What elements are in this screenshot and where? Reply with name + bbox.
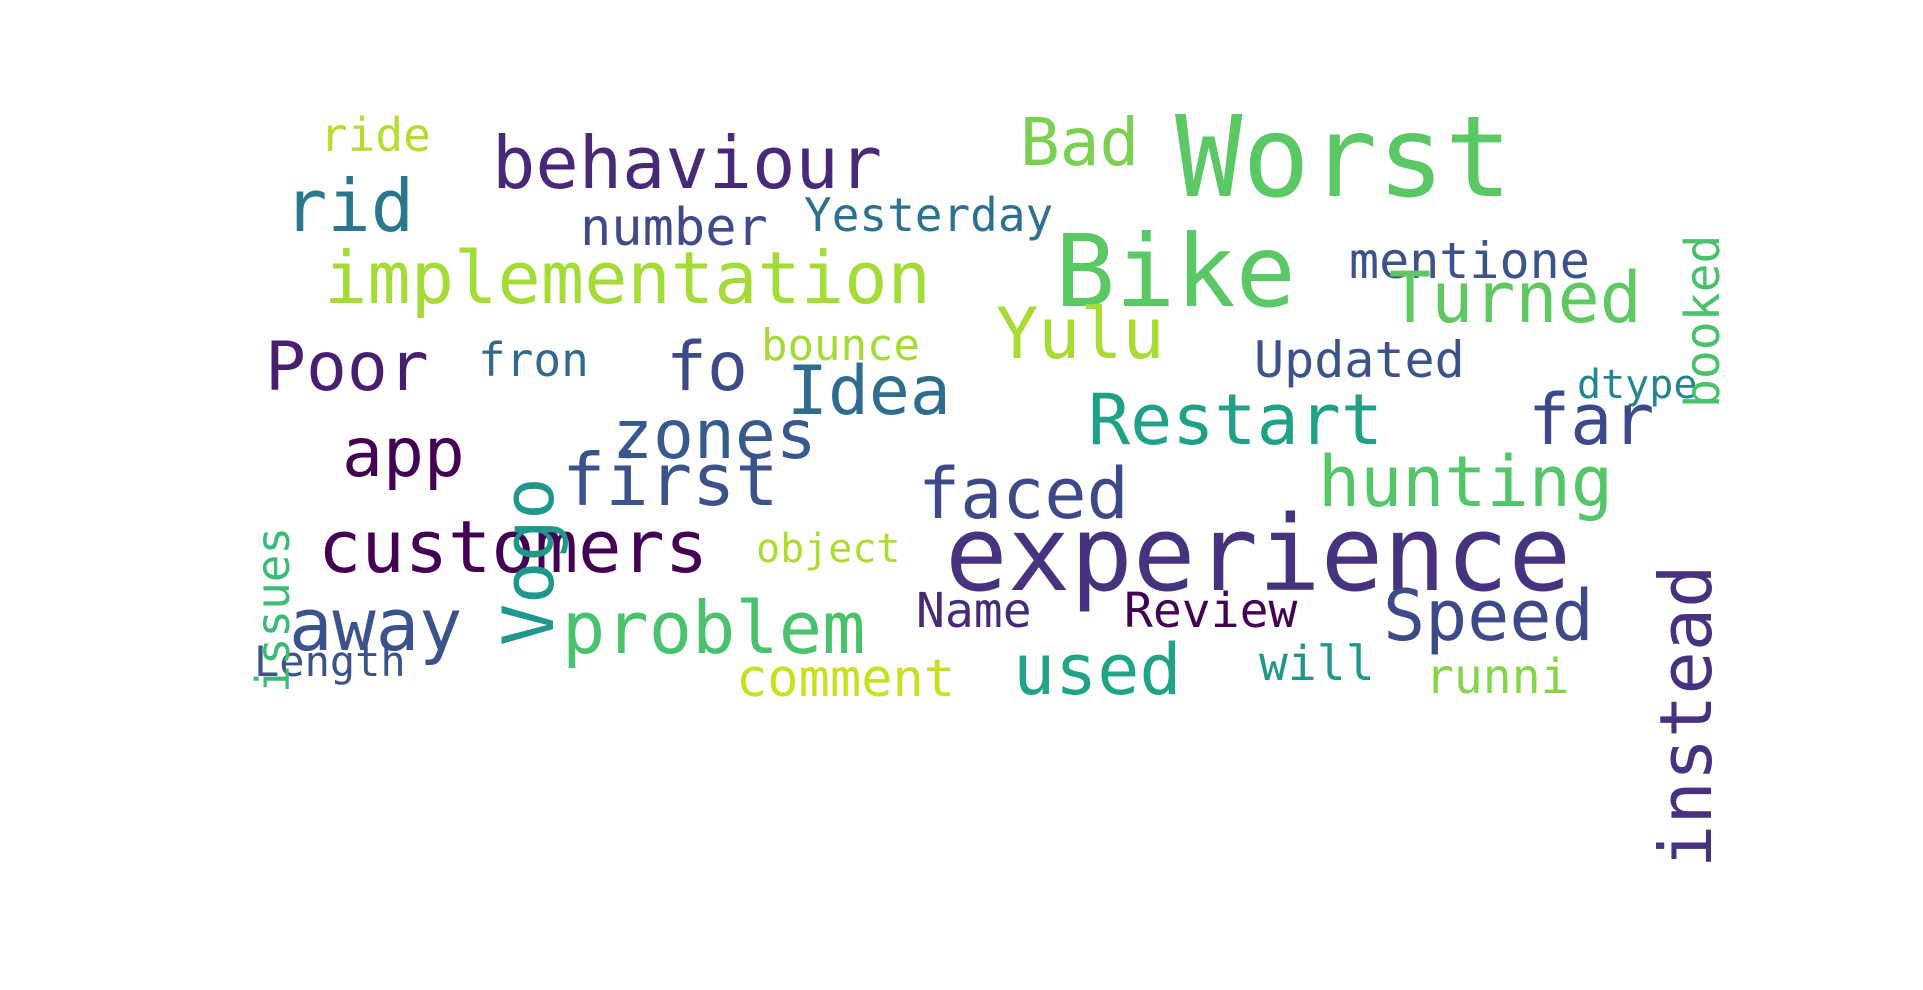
word-poor: Poor [265,328,429,407]
word-hunting: hunting [1318,441,1613,523]
word-idea: Idea [787,352,951,431]
word-updated: Updated [1254,331,1465,389]
word-bad: Bad [1020,104,1139,181]
word-dtype: dtype [1577,362,1697,408]
word-review: Review [1124,583,1297,639]
word-bike: Bike [1055,213,1296,330]
word-zones: zones [612,396,817,475]
word-booked: booked [1675,235,1731,408]
word-vogo: Vogo [488,477,570,646]
word-experience: experience [945,493,1571,615]
word-behaviour: behaviour [492,121,882,205]
word-fron: fron [478,333,589,387]
word-mentione: mentione [1349,232,1590,290]
word-issues: issues [246,527,300,693]
word-implementation: implementation [324,236,931,320]
word-used: used [1013,629,1182,711]
word-yulu: Yulu [996,293,1165,375]
word-problem: problem [562,586,865,670]
word-yesterday: Yesterday [804,188,1053,242]
word-runni: runni [1425,649,1570,705]
word-instead: instead [1644,565,1728,868]
word-length: Length [254,637,406,686]
word-far: far [1528,379,1654,461]
word-bounce: bounce [761,320,920,371]
word-comment: comment [736,649,955,709]
word-number: number [580,198,768,258]
word-turned: Turned [1389,257,1642,339]
word-first: first [562,438,779,522]
word-rid: rid [284,164,414,248]
word-restart: Restart [1088,379,1383,461]
word-object: object [756,526,901,572]
word-customers: customers [318,505,708,589]
word-app: app [342,414,465,493]
word-away: away [289,583,462,667]
word-faced: faced [918,453,1129,535]
word-will: will [1259,636,1375,692]
word-worst: Worst [1175,93,1512,223]
word-name: Name [916,583,1032,639]
word-fo: fo [666,328,748,407]
word-speed: Speed [1383,575,1594,657]
word-ride: ride [320,108,431,162]
